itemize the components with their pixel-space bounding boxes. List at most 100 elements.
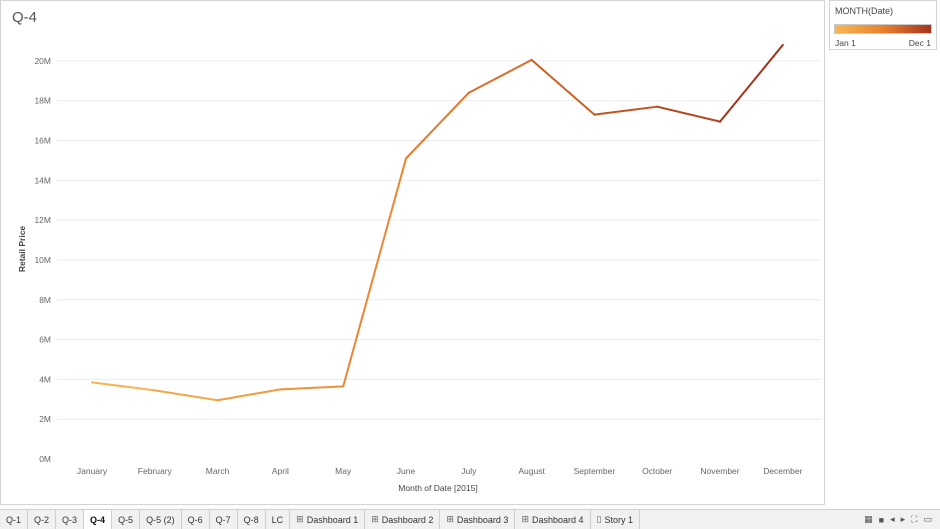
y-tick-label: 20M bbox=[34, 56, 51, 66]
data-point[interactable] bbox=[277, 386, 283, 392]
line-segment bbox=[530, 58, 596, 116]
data-point[interactable] bbox=[717, 119, 723, 125]
line-segment bbox=[719, 43, 784, 123]
presentation-mode-icon[interactable]: ▭ bbox=[923, 514, 932, 524]
x-tick-label: December bbox=[763, 466, 802, 476]
sheet-tab-bar: Q-1 Q-2 Q-3 Q-4 Q-5 Q-5 (2) Q-6 Q-7 Q-8 LC ⊞ Dashbo… bbox=[0, 509, 940, 529]
tab-label: Q-4 bbox=[90, 514, 106, 525]
sheet-title: Q-4 bbox=[12, 9, 38, 26]
x-tick-label: August bbox=[518, 466, 545, 476]
data-point[interactable] bbox=[591, 112, 597, 118]
y-tick-label: 16M bbox=[34, 136, 51, 146]
tab-label: Q-3 bbox=[62, 514, 78, 525]
previous-sheet-icon[interactable]: ◂ bbox=[890, 514, 895, 524]
tab-dashboard-1[interactable]: ⊞ Dashboard 1 bbox=[290, 510, 366, 529]
dashboard-icon: ⊞ bbox=[521, 514, 529, 524]
line-segment bbox=[593, 105, 659, 116]
tab-label: Q-8 bbox=[243, 514, 259, 525]
legend-color-ramp bbox=[834, 24, 932, 34]
x-tick-label: November bbox=[700, 466, 739, 476]
worksheet: Q-4 0M 2M 4M 6M 8M 10M 12M 14M 16M 18M 20M January F… bbox=[0, 0, 825, 505]
line-segment bbox=[153, 389, 219, 402]
x-tick-label: April bbox=[272, 466, 289, 476]
tab-q-8[interactable]: Q-8 bbox=[238, 510, 266, 529]
tab-bar-controls: ▦ ■ ◂ ▸ ⛶ ▭ bbox=[864, 510, 940, 529]
tab-label: Q-2 bbox=[34, 514, 50, 525]
line-chart: 0M 2M 4M 6M 8M 10M 12M 14M 16M 18M 20M January Febru… bbox=[17, 42, 821, 493]
x-tick-label: January bbox=[77, 466, 108, 476]
tab-story-1[interactable]: ▯ Story 1 bbox=[591, 510, 640, 529]
line-segment bbox=[656, 105, 721, 123]
tab-q-5[interactable]: Q-5 bbox=[112, 510, 141, 529]
tab-label: LC bbox=[271, 514, 284, 525]
data-point[interactable] bbox=[654, 104, 660, 110]
tab-label: Q-6 bbox=[187, 514, 203, 525]
grid-view-icon[interactable]: ▦ bbox=[864, 514, 873, 524]
legend-max-label: Dec 1 bbox=[908, 38, 931, 48]
tab-q-3[interactable]: Q-3 bbox=[56, 510, 85, 529]
y-tick-label: 6M bbox=[39, 335, 51, 345]
data-point[interactable] bbox=[340, 383, 346, 389]
line-segment bbox=[91, 381, 156, 392]
x-tick-label: May bbox=[335, 466, 352, 476]
legend-title: MONTH(Date) bbox=[835, 6, 893, 16]
line-segment bbox=[405, 91, 470, 160]
y-tick-label: 14M bbox=[34, 175, 51, 185]
data-point[interactable] bbox=[152, 387, 158, 393]
sheet-tabs: Q-1 Q-2 Q-3 Q-4 Q-5 Q-5 (2) Q-6 Q-7 Q-8 LC ⊞ Dashbo… bbox=[0, 510, 640, 529]
data-point[interactable] bbox=[780, 42, 786, 48]
legend-min-label: Jan 1 bbox=[835, 38, 856, 48]
fullscreen-icon[interactable]: ⛶ bbox=[911, 514, 918, 524]
y-tick-label: 8M bbox=[39, 295, 51, 305]
story-icon: ▯ bbox=[596, 514, 602, 524]
tab-q-4[interactable]: Q-4 bbox=[84, 510, 113, 529]
data-point[interactable] bbox=[403, 155, 409, 161]
dashboard-icon: ⊞ bbox=[446, 514, 454, 524]
line-segment bbox=[342, 157, 407, 388]
tab-label: Q-1 bbox=[6, 514, 22, 525]
tab-dashboard-4[interactable]: ⊞ Dashboard 4 bbox=[515, 510, 591, 529]
dashboard-icon: ⊞ bbox=[371, 514, 379, 524]
x-tick-label: July bbox=[461, 466, 477, 476]
color-legend[interactable]: MONTH(Date) Jan 1 Dec 1 bbox=[829, 0, 937, 50]
x-tick-label: June bbox=[397, 466, 416, 476]
tab-q-7[interactable]: Q-7 bbox=[210, 510, 238, 529]
y-tick-label: 2M bbox=[39, 414, 51, 424]
line-segment bbox=[279, 385, 345, 391]
x-axis-title: Month of Date [2015] bbox=[398, 483, 477, 493]
y-tick-label: 18M bbox=[34, 96, 51, 106]
tab-label: Dashboard 2 bbox=[381, 514, 434, 525]
dashboard-icon: ⊞ bbox=[296, 514, 304, 524]
y-axis-title: Retail Price bbox=[17, 226, 27, 273]
tab-lc[interactable]: LC bbox=[266, 510, 291, 529]
tab-q-6[interactable]: Q-6 bbox=[182, 510, 210, 529]
data-point[interactable] bbox=[89, 379, 95, 385]
line-segment bbox=[216, 388, 282, 402]
tab-label: Q-5 (2) bbox=[146, 514, 175, 525]
y-tick-label: 4M bbox=[39, 374, 51, 384]
x-tick-label: October bbox=[642, 466, 672, 476]
tab-q-5-2[interactable]: Q-5 (2) bbox=[140, 510, 182, 529]
x-tick-label: September bbox=[574, 466, 616, 476]
next-sheet-icon[interactable]: ▸ bbox=[900, 514, 906, 524]
x-tick-label: February bbox=[138, 466, 173, 476]
tab-label: Q-7 bbox=[215, 514, 231, 525]
data-point[interactable] bbox=[215, 397, 221, 403]
tab-dashboard-2[interactable]: ⊞ Dashboard 2 bbox=[365, 510, 441, 529]
tab-label: Dashboard 1 bbox=[306, 514, 359, 525]
y-tick-label: 12M bbox=[34, 215, 51, 225]
tab-q-1[interactable]: Q-1 bbox=[0, 510, 29, 529]
y-tick-label: 10M bbox=[34, 255, 51, 265]
tab-q-2[interactable]: Q-2 bbox=[28, 510, 57, 529]
y-tick-label: 0M bbox=[39, 454, 51, 464]
tab-label: Dashboard 4 bbox=[531, 514, 584, 525]
tab-dashboard-3[interactable]: ⊞ Dashboard 3 bbox=[440, 510, 516, 529]
data-point[interactable] bbox=[529, 57, 535, 63]
x-tick-label: March bbox=[206, 466, 230, 476]
line-segment bbox=[467, 58, 533, 94]
data-point[interactable] bbox=[466, 90, 472, 96]
tab-label: Story 1 bbox=[604, 514, 633, 525]
tab-label: Q-5 bbox=[118, 514, 134, 525]
filmstrip-view-icon[interactable]: ■ bbox=[878, 514, 885, 525]
tab-label: Dashboard 3 bbox=[456, 514, 509, 525]
